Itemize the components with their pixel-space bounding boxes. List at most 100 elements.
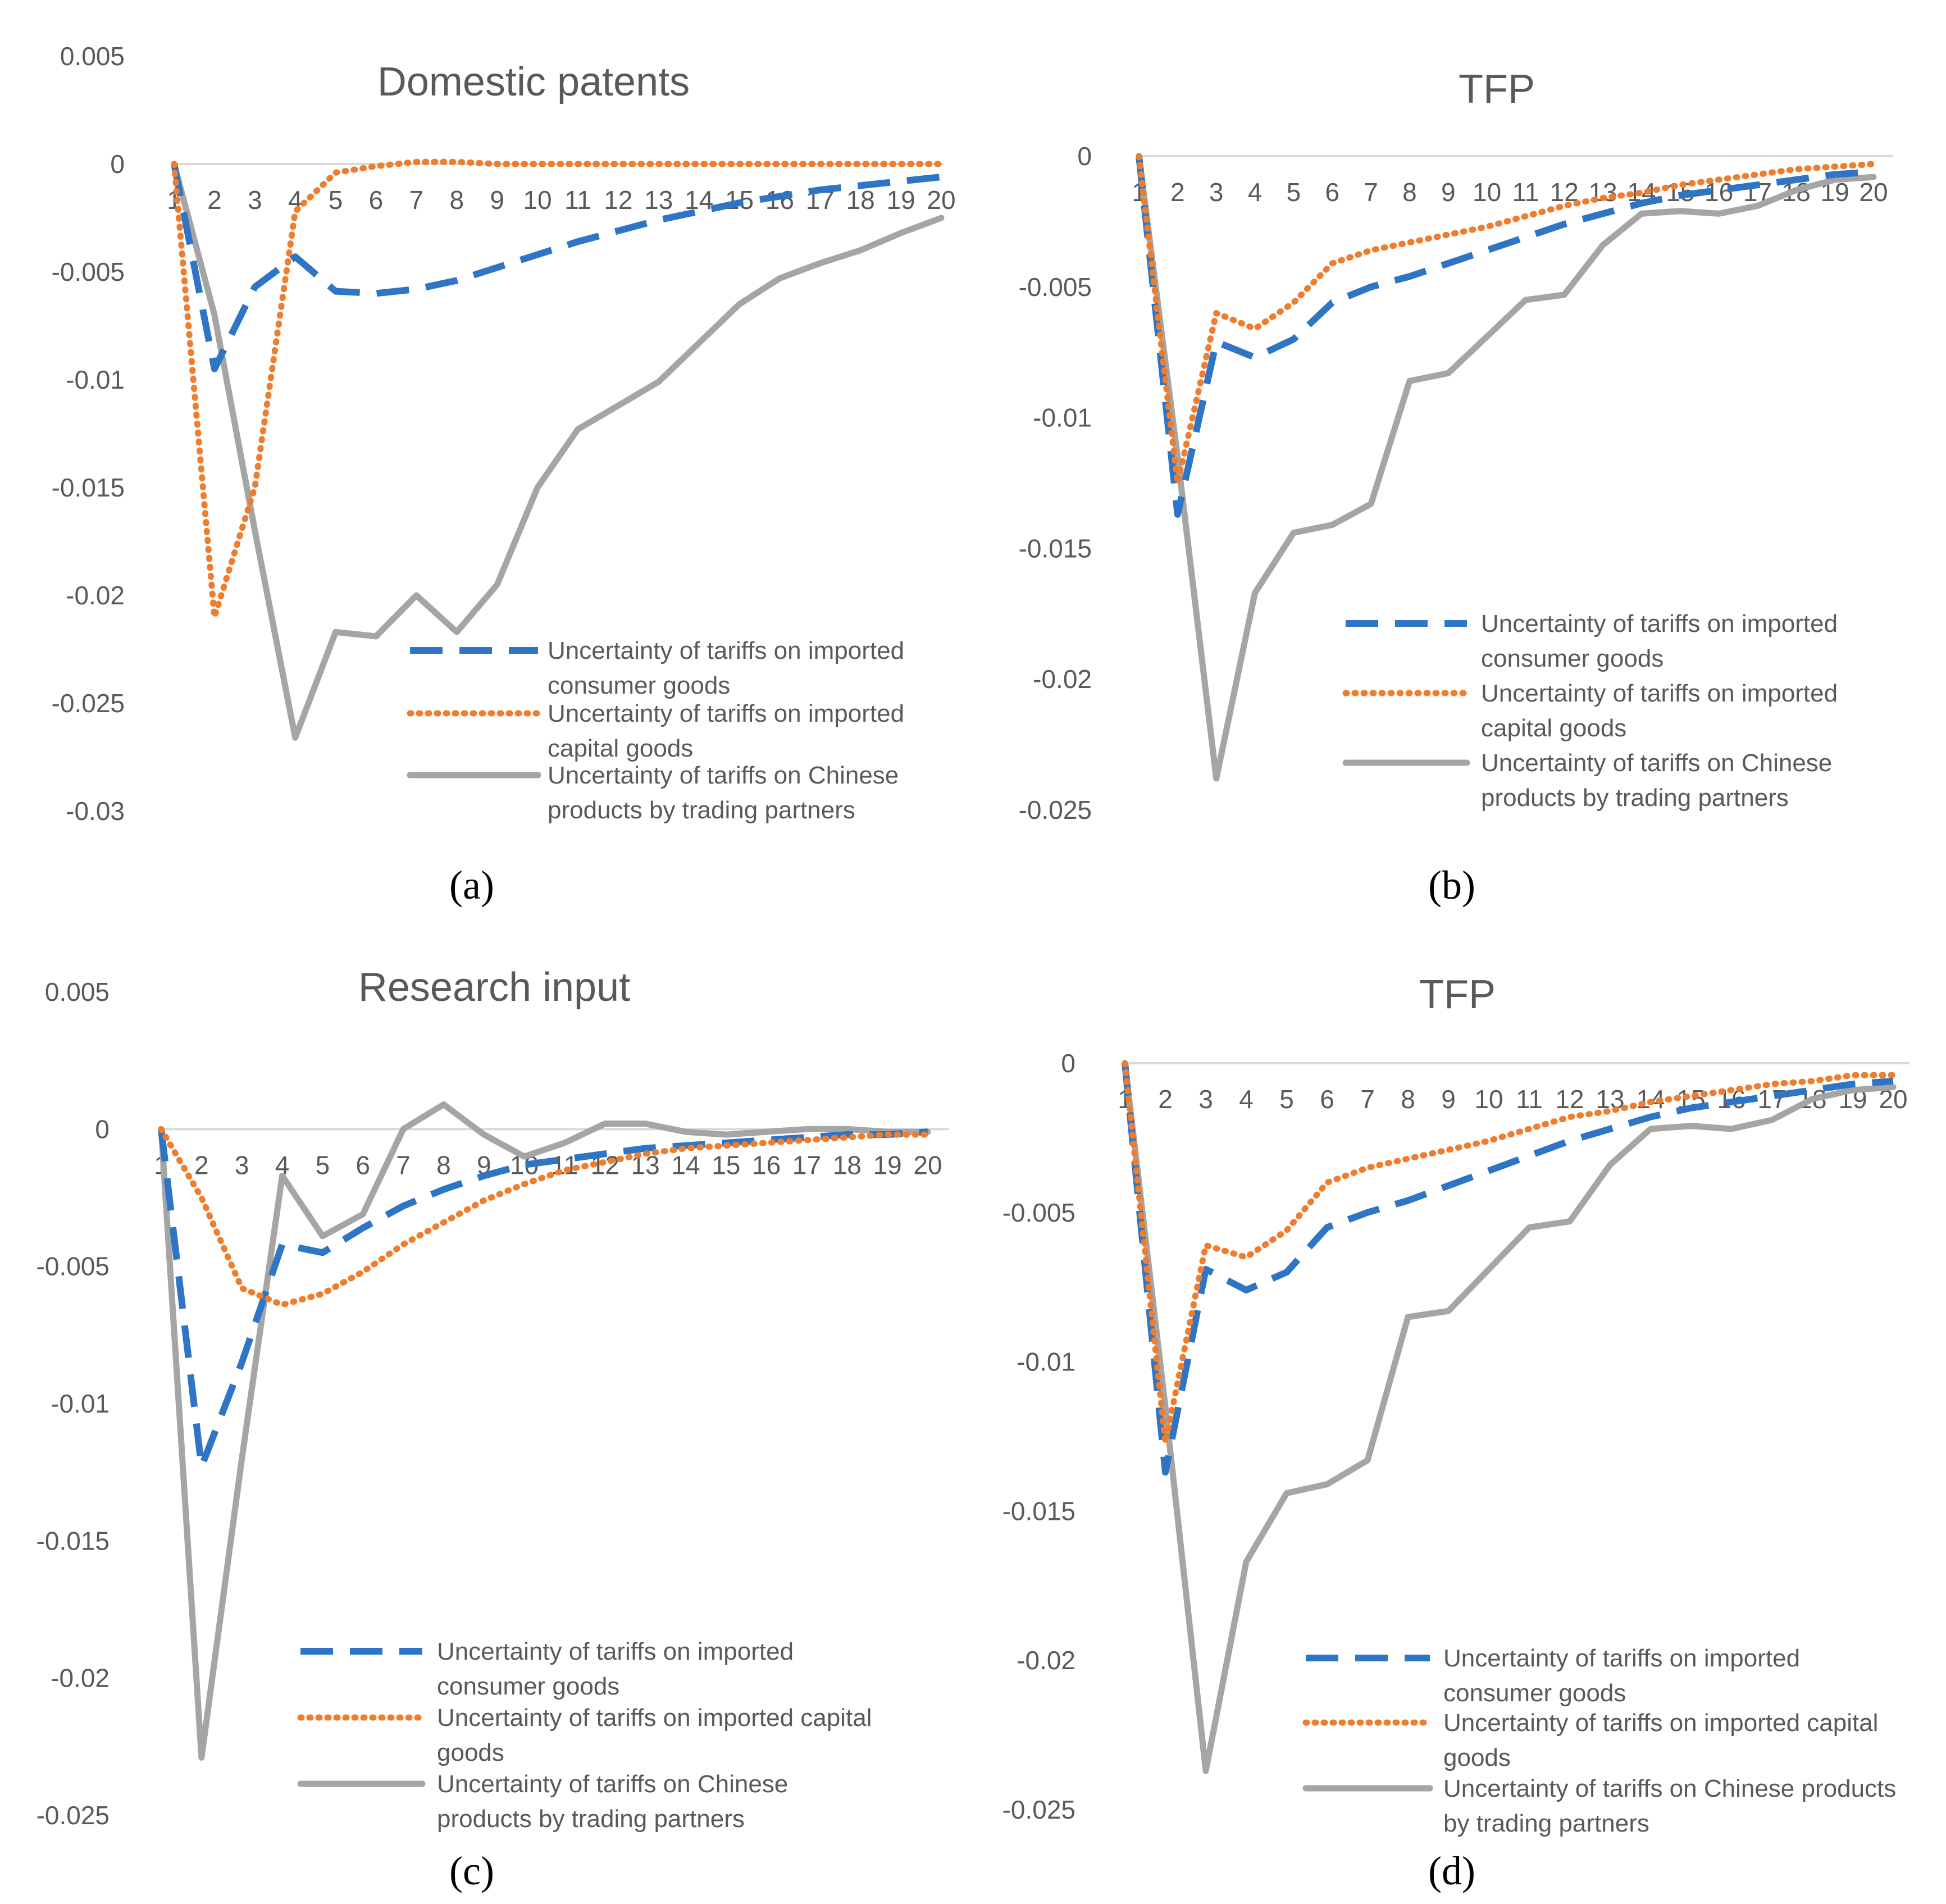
- y-tick-label: 0: [1077, 142, 1092, 171]
- x-tick-label: 3: [1209, 177, 1224, 207]
- x-tick-label: 12: [1555, 1085, 1584, 1114]
- legend-label: products by trading partners: [437, 1805, 745, 1833]
- series-line-capital: [1122, 1060, 1897, 1446]
- x-tick-label: 11: [1516, 1085, 1543, 1114]
- x-tick-label: 17: [792, 1150, 821, 1179]
- legend-label: by trading partners: [1443, 1810, 1649, 1837]
- x-tick-label: 6: [1325, 177, 1339, 207]
- series-line-partners: [1136, 153, 1877, 782]
- x-tick-label: 9: [1441, 177, 1456, 207]
- x-tick-label: 12: [604, 185, 632, 215]
- legend-label: Uncertainty of tariffs on Chinese: [1481, 749, 1832, 777]
- legend-label: capital goods: [548, 735, 693, 762]
- panel-label: (a): [449, 863, 494, 908]
- y-tick-label: -0.01: [1033, 403, 1092, 432]
- x-tick-label: 7: [1360, 1085, 1375, 1114]
- y-tick-label: -0.015: [1002, 1496, 1075, 1525]
- y-tick-label: 0: [95, 1114, 110, 1144]
- x-tick-label: 5: [329, 185, 343, 215]
- chart-title: Research input: [358, 965, 630, 1010]
- y-tick-label: -0.01: [51, 1389, 110, 1418]
- y-tick-label: -0.005: [37, 1252, 110, 1281]
- legend-label: goods: [437, 1739, 504, 1766]
- x-tick-label: 3: [235, 1150, 249, 1179]
- y-tick-label: -0.01: [66, 365, 125, 394]
- x-tick-label: 10: [523, 185, 552, 215]
- x-tick-label: 11: [564, 185, 591, 215]
- x-tick-label: 5: [1287, 177, 1301, 207]
- x-tick-label: 13: [644, 185, 673, 215]
- x-tick-label: 16: [752, 1150, 781, 1179]
- series-line-capital: [158, 1126, 931, 1308]
- y-tick-label: -0.02: [51, 1664, 110, 1693]
- x-tick-label: 6: [1320, 1085, 1334, 1114]
- y-tick-label: -0.02: [1033, 664, 1092, 694]
- x-tick-label: 19: [873, 1150, 902, 1179]
- x-tick-label: 8: [1402, 177, 1417, 207]
- x-tick-label: 3: [248, 185, 262, 215]
- x-tick-label: 2: [1170, 177, 1185, 207]
- legend-label: Uncertainty of tariffs on imported: [1481, 680, 1838, 707]
- legend-label: consumer goods: [1443, 1679, 1626, 1707]
- y-tick-label: -0.015: [1019, 534, 1092, 563]
- legend-label: consumer goods: [1481, 645, 1664, 672]
- legend-label: Uncertainty of tariffs on Chinese: [548, 762, 899, 789]
- x-tick-label: 6: [356, 1150, 370, 1179]
- legend: Uncertainty of tariffs on importedconsum…: [297, 1638, 872, 1833]
- x-tick-label: 14: [685, 185, 713, 215]
- y-tick-label: -0.01: [1017, 1347, 1075, 1377]
- chart-title: TFP: [1419, 972, 1496, 1017]
- y-tick-label: -0.03: [66, 796, 125, 826]
- y-tick-label: -0.015: [52, 473, 125, 502]
- legend: Uncertainty of tariffs on imported consum…: [1302, 1645, 1896, 1837]
- series-line-consumer: [171, 163, 942, 372]
- y-tick-label: -0.005: [1019, 272, 1092, 302]
- chart-panel-d: TFP 0 -0.005 -0.01 -0.015 -0.02 -0.025 1 2 3 4 5 6 7 8…: [1002, 972, 1909, 1893]
- legend-label: Uncertainty of tariffs on Chinese: [437, 1770, 788, 1798]
- panel-label: (b): [1428, 863, 1475, 908]
- x-tick-label: 9: [490, 185, 504, 215]
- y-tick-label: 0: [1061, 1049, 1075, 1078]
- y-tick-label: -0.025: [52, 689, 125, 718]
- x-tick-label: 15: [712, 1150, 740, 1179]
- legend-label: Uncertainty of tariffs on imported capit…: [1443, 1709, 1878, 1737]
- y-tick-label: -0.02: [66, 581, 125, 610]
- y-tick-label: 0.005: [60, 42, 125, 71]
- legend-label: Uncertainty of tariffs on imported capit…: [437, 1704, 872, 1732]
- y-tick-label: 0.005: [45, 977, 110, 1006]
- legend-label: Uncertainty of tariffs on imported: [1443, 1645, 1800, 1672]
- x-tick-label: 7: [1364, 177, 1378, 207]
- x-tick-label: 11: [1512, 177, 1539, 207]
- x-tick-label: 8: [449, 185, 464, 215]
- legend-label: Uncertainty of tariffs on imported: [437, 1638, 794, 1665]
- x-tick-label: 7: [396, 1150, 411, 1179]
- legend-label: consumer goods: [548, 672, 730, 699]
- x-tick-label: 2: [194, 1150, 209, 1179]
- x-tick-label: 10: [1473, 177, 1501, 207]
- series-line-capital: [171, 158, 945, 620]
- legend-label: Uncertainty of tariffs on Chinese produc…: [1443, 1775, 1896, 1802]
- y-tick-label: -0.015: [37, 1526, 110, 1555]
- x-tick-label: 11: [552, 1150, 578, 1179]
- series-line-partners: [158, 1101, 931, 1761]
- x-tick-label: 3: [1198, 1085, 1213, 1114]
- x-tick-label: 18: [833, 1150, 862, 1179]
- x-tick-label: 6: [369, 185, 384, 215]
- chart-title: TFP: [1459, 67, 1535, 112]
- chart-panel-c: Research input 0.005 0 -0.005 -0.01 -0.015 -0.…: [37, 965, 949, 1893]
- x-tick-label: 7: [409, 185, 424, 215]
- x-tick-label: 5: [1279, 1085, 1294, 1114]
- x-tick-label: 20: [1859, 177, 1888, 207]
- legend-label: goods: [1443, 1744, 1511, 1771]
- legend: Uncertainty of tariffs on importedconsum…: [407, 637, 904, 824]
- legend-label: Uncertainty of tariffs on imported: [548, 637, 904, 664]
- x-tick-label: 2: [1158, 1085, 1173, 1114]
- panel-label: (c): [449, 1848, 494, 1893]
- x-tick-label: 10: [1474, 1085, 1503, 1114]
- x-tick-label: 5: [316, 1150, 330, 1179]
- x-tick-label: 2: [207, 185, 222, 215]
- series-line-capital: [1136, 153, 1877, 486]
- legend-label: Uncertainty of tariffs on imported: [548, 700, 904, 727]
